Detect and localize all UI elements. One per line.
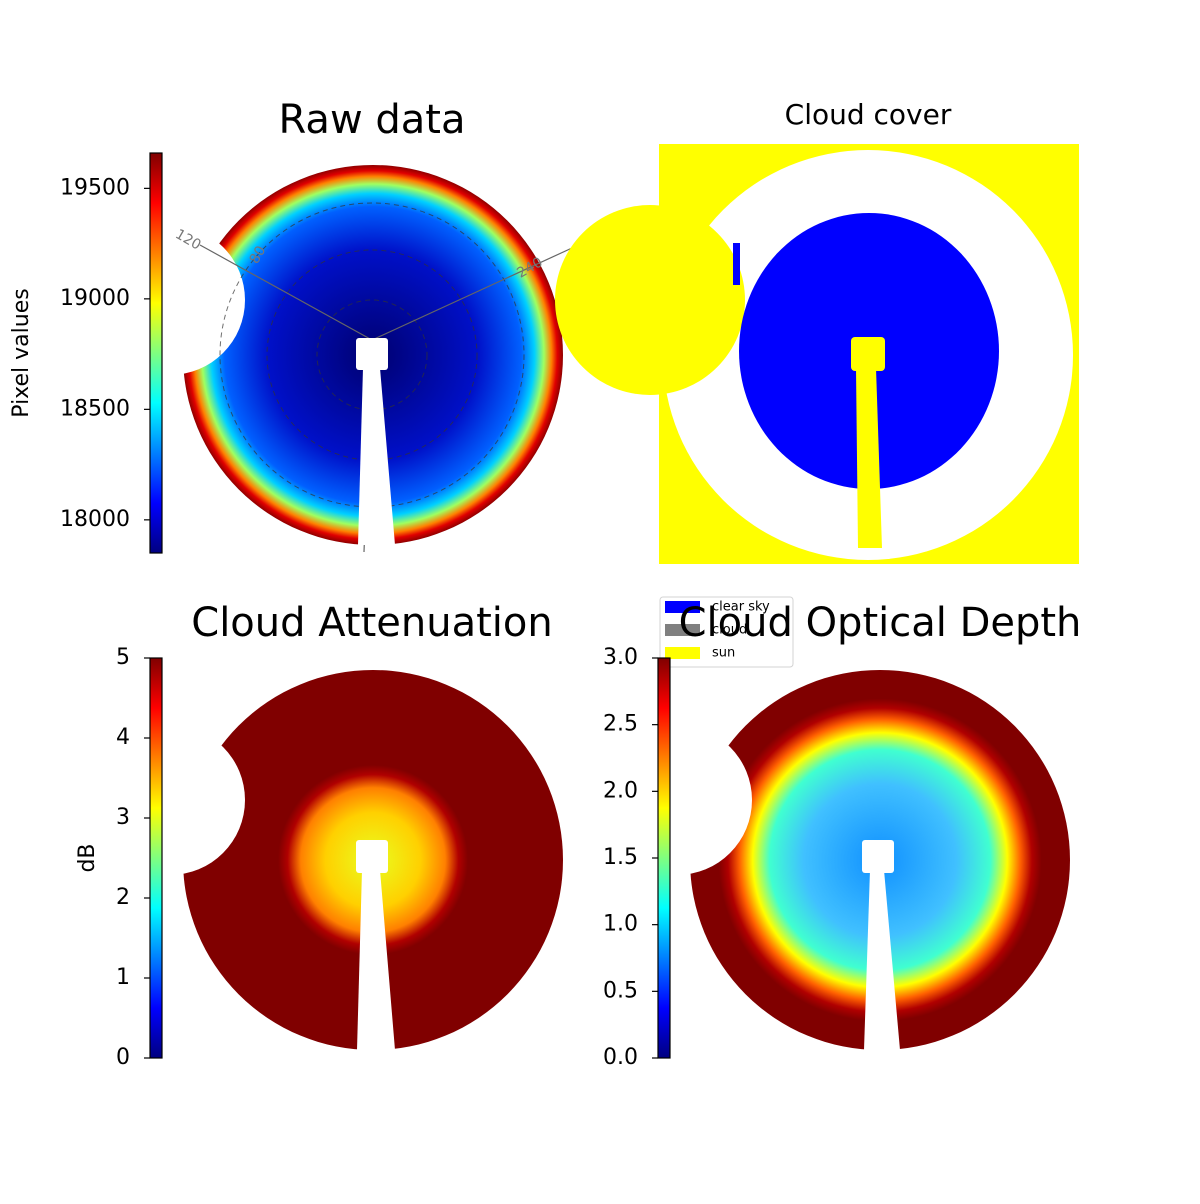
sun-area bbox=[851, 337, 885, 371]
colorbar-tick-label: 4 bbox=[116, 725, 130, 750]
legend-label: sun bbox=[712, 646, 735, 661]
colorbar-tick-label: 2 bbox=[116, 885, 130, 910]
colorbar-tick-label: 3.0 bbox=[603, 645, 638, 670]
colorbar-tick-label: 19000 bbox=[60, 286, 130, 311]
sun-area bbox=[555, 205, 745, 395]
colorbar bbox=[657, 657, 671, 1059]
colorbar-tick-label: 5 bbox=[116, 645, 130, 670]
colorbar-tick-label: 18500 bbox=[60, 396, 130, 421]
legend-swatch bbox=[665, 647, 700, 659]
colorbar-tick-label: 19500 bbox=[60, 175, 130, 200]
optical-depth-image bbox=[602, 670, 1070, 1050]
colorbar-label: dB bbox=[75, 843, 100, 872]
colorbar-label: Pixel values bbox=[9, 288, 34, 417]
colorbar-tick-label: 0.0 bbox=[603, 1045, 638, 1070]
raw-image bbox=[95, 165, 573, 553]
panel-title: Cloud Attenuation bbox=[191, 600, 552, 646]
attenuation-image bbox=[95, 670, 563, 1050]
colorbar-tick-label: 0 bbox=[116, 1045, 130, 1070]
legend-label: clear sky bbox=[712, 600, 770, 615]
colorbar bbox=[149, 657, 163, 1059]
panel-title: Raw data bbox=[279, 97, 466, 143]
colorbar-tick-label: 3 bbox=[116, 805, 130, 830]
cloud-cover-image bbox=[555, 144, 1079, 564]
colorbar bbox=[149, 152, 163, 554]
colorbar-tick-label: 1.0 bbox=[603, 912, 638, 937]
legend-swatch bbox=[665, 624, 700, 636]
colorbar-tick-label: 1 bbox=[116, 965, 130, 990]
colorbar-tick-label: 0.5 bbox=[603, 978, 638, 1003]
colorbar-tick-label: 1.5 bbox=[603, 845, 638, 870]
polar-label: 80 bbox=[247, 243, 270, 266]
panel-title: Cloud Optical Depth bbox=[679, 600, 1082, 646]
colorbar-tick-label: 2.5 bbox=[603, 712, 638, 737]
sun-area bbox=[856, 368, 882, 548]
panel-title: Cloud cover bbox=[785, 98, 952, 131]
colorbar-tick-label: 18000 bbox=[60, 507, 130, 532]
legend-label: cloud bbox=[712, 623, 747, 638]
legend-swatch bbox=[665, 601, 700, 613]
clear-area bbox=[733, 243, 740, 285]
colorbar-tick-label: 2.0 bbox=[603, 778, 638, 803]
